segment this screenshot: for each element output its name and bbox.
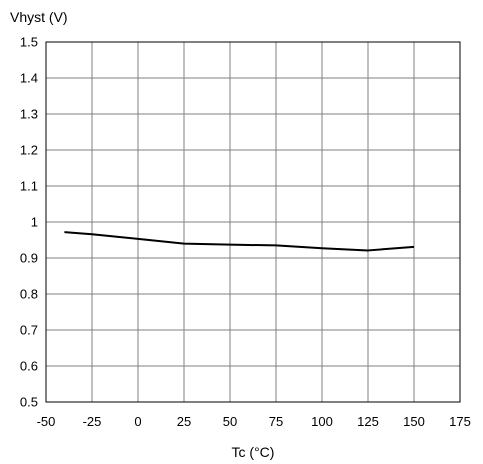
y-axis-title: Vhyst (V) [10,9,68,25]
y-tick-labels: 0.5 0.6 0.7 0.8 0.9 1 1.1 1.2 1.3 1.4 1.5 [20,35,38,410]
x-tick-label: 25 [177,414,191,429]
x-tick-label: -50 [37,414,56,429]
y-tick-label: 0.5 [20,395,38,410]
x-tick-label: 50 [223,414,237,429]
plot-border [45,41,461,403]
y-tick-label: 1.2 [20,143,38,158]
y-tick-label: 1.5 [20,35,38,50]
x-tick-label: 75 [269,414,283,429]
x-tick-label: 100 [311,414,333,429]
series-line [64,231,415,252]
grid-lines [45,41,461,403]
x-axis-title: Tc (°C) [232,444,275,460]
y-tick-label: 1.4 [20,71,38,86]
x-tick-label: 150 [403,414,425,429]
x-tick-label: 125 [357,414,379,429]
y-tick-label: 0.8 [20,287,38,302]
y-tick-label: 0.9 [20,251,38,266]
y-tick-label: 1.3 [20,107,38,122]
x-tick-label: 175 [449,414,471,429]
y-tick-label: 0.6 [20,359,38,374]
x-tick-label: 0 [134,414,141,429]
y-tick-label: 0.7 [20,323,38,338]
plot-frame [45,41,461,403]
x-tick-label: -25 [83,414,102,429]
x-tick-labels: -50 -25 0 25 50 75 100 125 150 175 [37,414,471,429]
y-tick-label: 1.1 [20,179,38,194]
y-tick-label: 1 [31,215,38,230]
series-layer [64,231,415,252]
